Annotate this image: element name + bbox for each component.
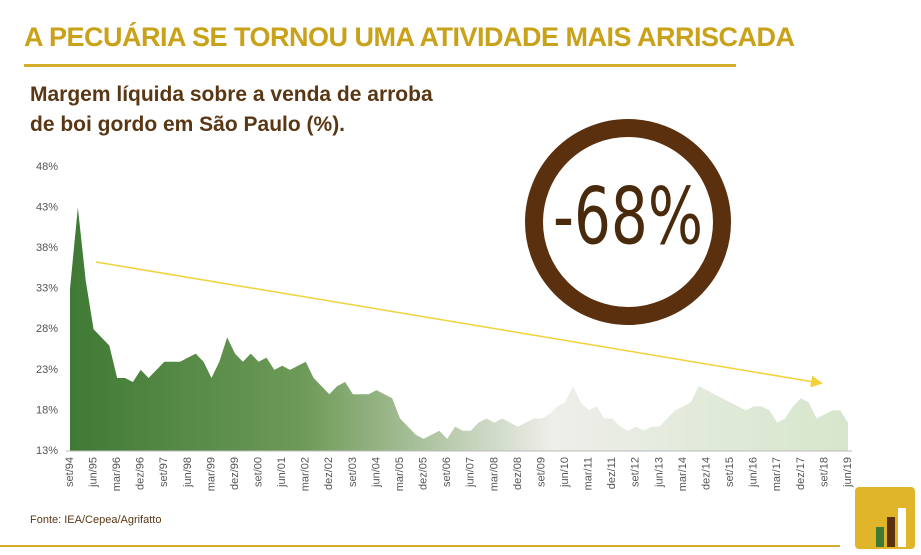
x-tick-label: set/15 (724, 457, 736, 487)
bottom-rule (0, 545, 840, 547)
x-tick-label: jun/07 (465, 457, 477, 488)
x-tick-label: jun/04 (370, 457, 382, 488)
x-tick-label: dez/99 (229, 457, 241, 490)
x-tick-label: set/94 (64, 457, 76, 487)
x-tick-label: jun/01 (276, 457, 288, 488)
x-tick-label: set/12 (630, 457, 642, 487)
title-rule (24, 64, 736, 67)
x-tick-label: set/00 (253, 457, 265, 487)
y-tick-label: 38% (36, 242, 58, 254)
area (70, 207, 848, 451)
x-tick-label: set/09 (535, 457, 547, 487)
y-tick-label: 33% (36, 283, 58, 295)
x-tick-label: jun/16 (748, 457, 760, 488)
subtitle: Margem líquida sobre a venda de arroba d… (30, 83, 433, 136)
logo (855, 487, 915, 549)
trend-arrow (95, 261, 823, 388)
x-tick-label: set/06 (441, 457, 453, 487)
x-tick-label: dez/14 (700, 457, 712, 490)
y-tick-label: 48% (36, 161, 58, 173)
y-tick-label: 43% (36, 201, 58, 213)
x-tick-label: jun/10 (559, 457, 571, 488)
y-tick-label: 18% (36, 404, 58, 416)
x-tick-label: dez/08 (512, 457, 524, 490)
x-tick-label: mar/11 (583, 457, 595, 490)
x-tick-label: dez/96 (135, 457, 147, 490)
highlight-circle (525, 119, 731, 325)
x-tick-label: dez/05 (418, 457, 430, 490)
title: A PECUÁRIA SE TORNOU UMA ATIVIDADE MAIS … (24, 22, 795, 52)
y-tick-label: 13% (36, 445, 58, 457)
x-tick-label: dez/11 (606, 457, 618, 489)
x-tick-label: dez/02 (323, 457, 335, 490)
x-tick-label: mar/08 (488, 457, 500, 491)
y-tick-label: 23% (36, 364, 58, 376)
x-tick-label: jun/19 (842, 457, 854, 488)
x-tick-label: mar/02 (300, 457, 312, 491)
x-tick-label: mar/96 (111, 457, 123, 491)
x-tick-label: mar/17 (771, 457, 783, 491)
x-tick-label: set/18 (818, 457, 830, 487)
x-tick-label: mar/05 (394, 457, 406, 491)
x-tick-label: mar/14 (677, 457, 689, 491)
x-tick-label: jun/95 (87, 457, 99, 488)
annotation: -68% (553, 172, 703, 262)
x-tick-label: jun/98 (182, 457, 194, 488)
x-tick-label: jun/13 (653, 457, 665, 488)
x-tick-label: set/03 (347, 457, 359, 487)
x-tick-label: set/97 (158, 457, 170, 487)
x-tick-label: dez/17 (795, 457, 807, 490)
source: Fonte: IEA/Cepea/Agrifatto (30, 514, 162, 526)
x-tick-label: mar/99 (205, 457, 217, 491)
y-tick-label: 28% (36, 323, 58, 335)
